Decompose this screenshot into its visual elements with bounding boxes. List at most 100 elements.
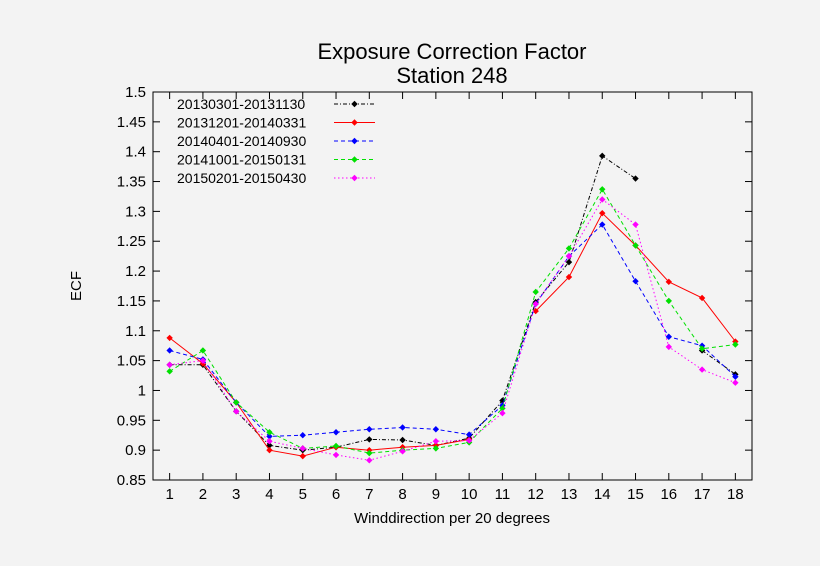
data-point <box>698 345 706 352</box>
series-20140401-20140930 <box>166 221 739 440</box>
data-point <box>565 252 573 260</box>
data-point <box>266 446 273 454</box>
x-tick-label: 18 <box>727 486 744 503</box>
data-point <box>632 175 639 182</box>
legend-label: 20141001-20150131 <box>177 152 306 168</box>
x-tick-label: 14 <box>594 486 611 503</box>
legend: 20130301-20131130 20131201-20140331 201404… <box>177 96 375 186</box>
legend-label: 20150201-20150430 <box>177 170 306 186</box>
data-point <box>199 357 207 364</box>
y-tick-label: 1.2 <box>125 263 146 280</box>
data-point <box>599 186 606 193</box>
data-point <box>232 399 240 406</box>
y-tick-label: 1.3 <box>125 203 146 220</box>
x-tick-label: 8 <box>398 486 406 503</box>
data-point <box>366 457 373 464</box>
data-point <box>665 333 673 340</box>
x-tick-label: 11 <box>495 486 511 503</box>
series-line <box>169 212 736 457</box>
y-tick-label: 0.9 <box>125 442 146 459</box>
data-point <box>166 361 173 368</box>
data-point <box>166 368 173 375</box>
data-point <box>232 408 240 415</box>
legend-item-20130301-20131130: 20130301-20131130 <box>177 96 375 112</box>
x-tick-label: 13 <box>561 486 578 503</box>
y-tick-label: 1.1 <box>125 323 146 340</box>
data-point <box>532 300 539 308</box>
data-point <box>332 451 340 459</box>
data-point <box>665 297 673 305</box>
chart-subtitle: Station 248 <box>396 63 507 88</box>
data-point <box>532 307 539 315</box>
legend-swatch-marker <box>351 119 358 126</box>
series-20150201-20150430 <box>166 196 739 464</box>
data-point <box>599 152 606 160</box>
data-point <box>732 379 739 386</box>
legend-item-20141001-20150131: 20141001-20150131 <box>177 152 375 168</box>
data-point <box>399 424 406 431</box>
legend-label: 20131201-20140331 <box>177 115 306 131</box>
series-20131201-20140331 <box>166 209 739 460</box>
data-point <box>432 445 440 452</box>
data-point <box>299 445 306 452</box>
x-axis-label: Winddirection per 20 degrees <box>354 510 550 527</box>
legend-item-20131201-20140331: 20131201-20140331 <box>177 115 375 131</box>
data-point <box>732 373 739 380</box>
chart-title: Exposure Correction Factor <box>318 39 587 64</box>
data-point <box>565 245 573 252</box>
data-point <box>166 347 173 354</box>
x-tick-label: 2 <box>199 486 207 503</box>
legend-swatch-marker <box>351 174 358 182</box>
legend-item-20150201-20150430: 20150201-20150430 <box>177 170 375 186</box>
series-20141001-20150131 <box>166 186 739 457</box>
axis-ticks: 0.85 0.9 0.95 1 1.05 1.1 1.15 1.2 1.25 1.3 1.35 1.4… <box>117 84 752 503</box>
data-point <box>698 366 706 373</box>
data-point <box>698 294 706 302</box>
data-point <box>266 442 273 449</box>
data-point <box>432 438 440 445</box>
series-line <box>169 188 736 454</box>
y-tick-label: 1.25 <box>117 233 146 250</box>
data-point <box>266 429 273 436</box>
data-point <box>599 221 606 228</box>
data-point <box>299 432 306 439</box>
x-tick-label: 7 <box>365 486 373 503</box>
data-point <box>565 258 573 266</box>
data-point <box>266 433 273 440</box>
y-tick-label: 1.5 <box>125 84 146 101</box>
x-tick-label: 3 <box>232 486 240 503</box>
legend-label: 20130301-20131130 <box>177 96 305 112</box>
data-point <box>665 278 673 286</box>
y-tick-label: 1.45 <box>117 114 146 131</box>
series-layer <box>166 152 739 464</box>
y-tick-label: 1.15 <box>117 293 146 310</box>
data-point <box>332 429 340 436</box>
data-point <box>199 347 207 354</box>
legend-swatch-marker <box>351 156 358 163</box>
y-tick-label: 1.35 <box>117 174 146 191</box>
y-axis-label: ECF <box>68 271 85 301</box>
data-point <box>565 273 573 281</box>
series-line <box>169 223 736 437</box>
data-point <box>499 409 506 417</box>
legend-swatch-marker <box>351 137 358 145</box>
y-tick-label: 1 <box>138 382 146 399</box>
x-tick-label: 6 <box>332 486 340 503</box>
data-point <box>599 196 606 203</box>
data-point <box>465 437 473 444</box>
data-point <box>432 426 440 433</box>
x-tick-label: 17 <box>694 486 711 503</box>
data-point <box>732 341 739 348</box>
data-point <box>299 452 306 460</box>
y-tick-label: 1.05 <box>117 353 146 370</box>
data-point <box>599 209 606 217</box>
data-point <box>465 431 473 438</box>
series-line <box>169 155 736 451</box>
y-tick-label: 0.95 <box>117 412 146 429</box>
legend-item-20140401-20140930: 20140401-20140930 <box>177 133 375 149</box>
data-point <box>632 278 639 285</box>
data-point <box>632 221 639 228</box>
data-point <box>266 438 273 445</box>
data-point <box>399 448 406 455</box>
